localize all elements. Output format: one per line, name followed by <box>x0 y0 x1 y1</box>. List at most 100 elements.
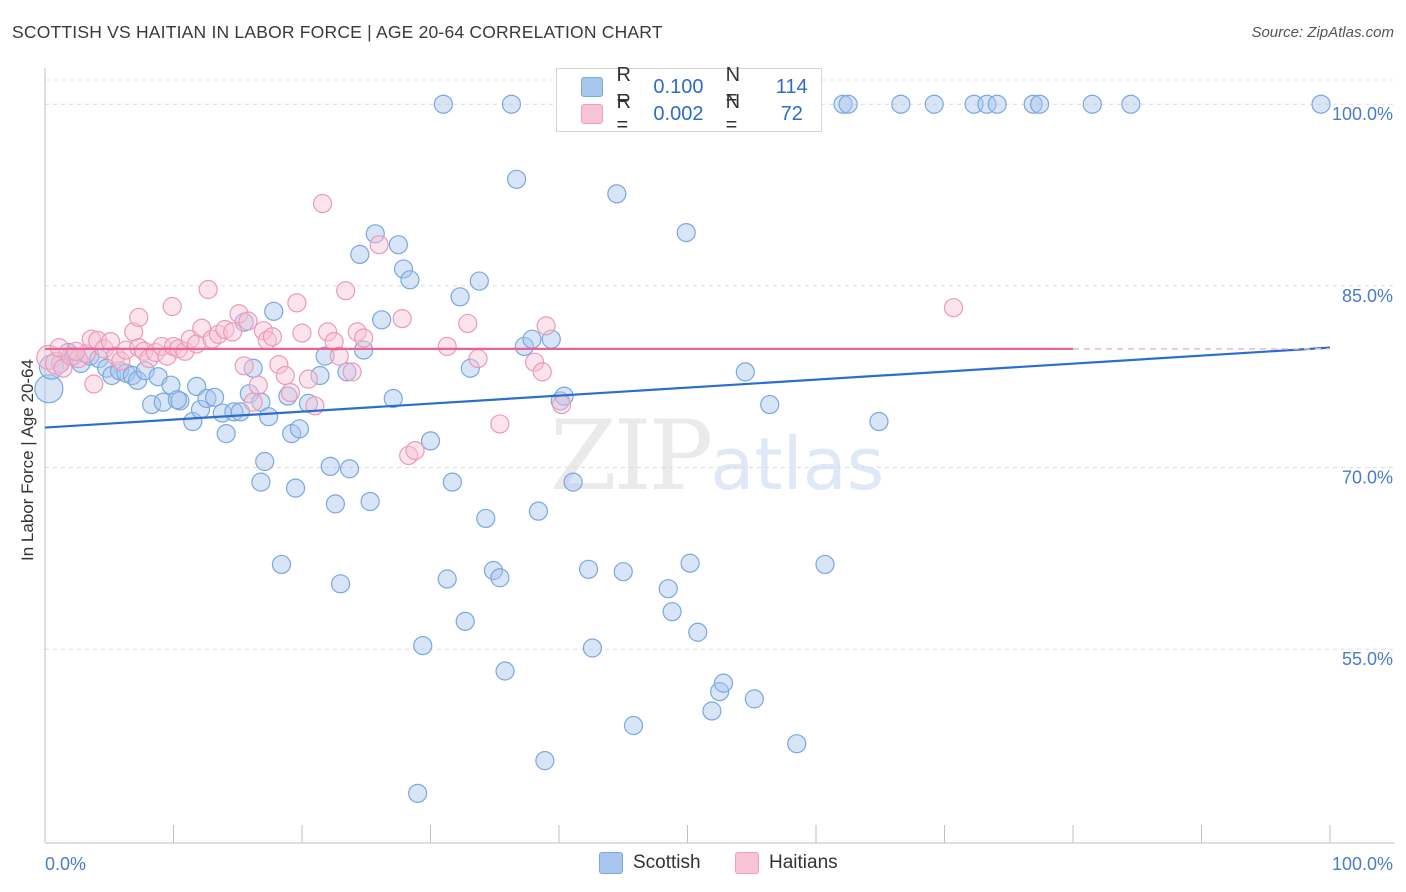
trendline-scottish <box>44 346 1331 429</box>
legend-n-label: N = <box>725 64 741 109</box>
point-haitians <box>162 296 182 317</box>
y-tick-label: 85.0% <box>1342 286 1393 306</box>
point-haitians <box>243 392 263 412</box>
legend-r-value-haitians: 0.002 <box>653 102 704 125</box>
x-tick-label-max: 100.0% <box>1332 854 1393 874</box>
point-scottish <box>325 494 346 514</box>
point-scottish <box>688 622 708 642</box>
point-scottish <box>383 388 403 409</box>
point-scottish <box>495 661 515 681</box>
point-scottish <box>258 407 279 427</box>
point-haitians <box>129 307 149 327</box>
point-scottish <box>522 329 542 349</box>
legend-n-value-haitians: 72 <box>780 102 803 125</box>
point-scottish <box>815 554 835 575</box>
point-scottish <box>838 94 858 114</box>
point-scottish <box>476 508 496 529</box>
point-haitians <box>437 336 457 357</box>
chart-title: SCOTTISH VS HAITIAN IN LABOR FORCE | AGE… <box>12 22 663 42</box>
point-haitians <box>354 328 374 348</box>
point-haitians <box>458 313 478 334</box>
point-haitians <box>943 298 964 318</box>
point-haitians <box>238 311 258 331</box>
bottom-legend-swatch-scottish <box>599 852 623 874</box>
point-scottish <box>563 472 583 492</box>
point-scottish <box>455 611 475 631</box>
point-scottish <box>891 94 911 114</box>
watermark-atlas: atlas <box>710 422 885 506</box>
point-scottish <box>623 715 644 736</box>
point-scottish <box>658 579 678 599</box>
point-haitians <box>66 341 86 361</box>
point-scottish <box>216 424 236 444</box>
point-scottish <box>393 259 414 279</box>
point-haitians <box>280 382 301 403</box>
point-haitians <box>490 414 510 434</box>
point-scottish <box>501 94 522 114</box>
point-scottish <box>271 554 292 575</box>
point-scottish <box>613 562 633 582</box>
x-tick-label-min: 0.0% <box>45 854 86 874</box>
point-scottish <box>735 362 755 382</box>
point-haitians <box>524 352 545 372</box>
y-tick-label: 55.0% <box>1342 649 1393 669</box>
point-scottish <box>1023 94 1043 114</box>
point-scottish <box>680 553 700 573</box>
bottom-legend-label-scottish: Scottish <box>633 852 701 873</box>
point-haitians <box>318 322 338 342</box>
point-scottish <box>869 411 889 432</box>
point-scottish <box>34 374 64 404</box>
point-scottish <box>255 451 275 472</box>
point-scottish <box>460 358 480 378</box>
y-tick-label: 100.0% <box>1332 104 1393 124</box>
legend-row-scottish: R = 0.100 N = 114 <box>581 64 821 109</box>
point-haitians <box>53 358 73 378</box>
point-scottish <box>607 184 627 204</box>
point-haitians <box>198 279 218 300</box>
point-scottish <box>1311 94 1331 114</box>
point-scottish <box>514 336 534 357</box>
point-haitians <box>298 369 319 389</box>
point-haitians <box>336 281 356 301</box>
point-scottish <box>264 301 284 321</box>
watermark-zip: ZIP <box>550 400 713 512</box>
point-haitians <box>269 355 289 375</box>
stats-legend: R = 0.100 N = 114 R = 0.002 N = 72 <box>556 64 822 136</box>
point-haitians <box>536 316 556 336</box>
point-scottish <box>442 472 462 492</box>
y-axis-label: In Labor Force | Age 20-64 <box>18 359 37 561</box>
point-scottish <box>388 235 408 255</box>
point-haitians <box>111 351 131 371</box>
point-scottish <box>413 635 433 656</box>
point-scottish <box>365 224 385 244</box>
point-haitians <box>175 341 195 361</box>
point-scottish <box>787 734 807 754</box>
point-haitians <box>312 193 333 214</box>
point-scottish <box>320 456 340 476</box>
legend-r-label: R = <box>616 64 631 109</box>
point-scottish <box>339 459 360 479</box>
point-haitians <box>275 365 295 386</box>
point-scottish <box>433 94 453 114</box>
point-haitians <box>532 362 552 382</box>
point-scottish <box>744 689 764 709</box>
point-scottish <box>582 638 603 658</box>
point-haitians <box>292 323 312 343</box>
point-scottish <box>167 390 187 410</box>
point-haitians <box>163 336 184 357</box>
point-scottish <box>330 574 351 594</box>
point-scottish <box>1121 94 1141 114</box>
point-scottish <box>713 673 734 693</box>
point-haitians <box>234 356 254 376</box>
y-tick-label: 70.0% <box>1342 468 1393 488</box>
point-haitians <box>248 375 268 395</box>
point-scottish <box>833 94 853 114</box>
point-haitians <box>152 336 172 357</box>
point-haitians <box>287 293 307 313</box>
point-scottish <box>987 94 1007 114</box>
point-haitians <box>49 338 69 358</box>
legend-r-label: R = <box>616 91 631 136</box>
point-haitians <box>215 319 235 340</box>
point-scottish <box>924 94 944 114</box>
